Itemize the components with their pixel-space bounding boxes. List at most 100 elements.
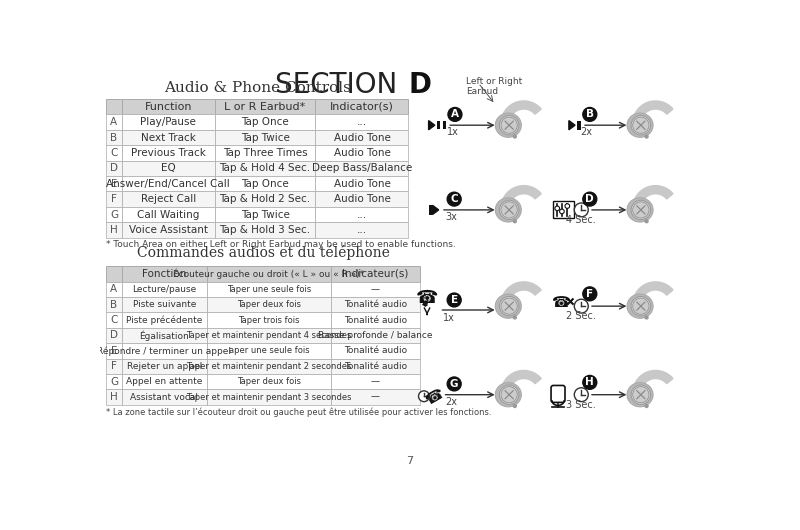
Text: Tap & Hold 4 Sec.: Tap & Hold 4 Sec. <box>219 163 310 173</box>
Text: 3 Sec.: 3 Sec. <box>566 400 596 410</box>
Circle shape <box>501 386 518 403</box>
Bar <box>122 328 207 343</box>
Text: —: — <box>371 285 380 294</box>
Bar <box>331 374 420 390</box>
Text: H: H <box>110 392 118 402</box>
Text: Lecture/pause: Lecture/pause <box>132 285 197 294</box>
Bar <box>331 312 420 328</box>
Bar <box>106 191 122 207</box>
Bar <box>214 222 315 237</box>
Text: Tap & Hold 2 Sec.: Tap & Hold 2 Sec. <box>219 194 310 204</box>
Text: Égalisation: Égalisation <box>139 330 189 341</box>
Bar <box>207 358 331 374</box>
Bar <box>315 207 409 222</box>
Text: Call Waiting: Call Waiting <box>137 209 199 219</box>
Bar <box>122 222 214 237</box>
Text: Voice Assistant: Voice Assistant <box>129 225 208 235</box>
Bar <box>214 161 315 176</box>
Text: Tonalité audio: Tonalité audio <box>344 300 407 309</box>
Bar <box>106 297 122 312</box>
Ellipse shape <box>627 113 653 137</box>
Text: D: D <box>110 163 118 173</box>
Bar <box>122 99 214 114</box>
Bar <box>578 121 581 130</box>
Text: E: E <box>110 346 118 356</box>
Bar <box>122 207 214 222</box>
Text: Audio & Phone Controls: Audio & Phone Controls <box>164 81 350 95</box>
Bar <box>106 358 122 374</box>
Circle shape <box>633 117 649 133</box>
Bar <box>122 297 207 312</box>
Circle shape <box>499 116 519 135</box>
Text: Taper et maintenir pendant 2 secondes: Taper et maintenir pendant 2 secondes <box>186 361 352 370</box>
Bar <box>122 191 214 207</box>
Text: Taper et maintenir pendant 4 secondes: Taper et maintenir pendant 4 secondes <box>186 331 352 340</box>
Bar <box>207 312 331 328</box>
Text: ...: ... <box>357 209 367 219</box>
Text: B: B <box>110 132 118 143</box>
Circle shape <box>514 135 516 138</box>
Text: —: — <box>371 377 380 386</box>
Bar <box>315 145 409 161</box>
Circle shape <box>583 287 597 301</box>
Text: * La zone tactile sur l’écouteur droit ou gauche peut être utilisée pour activer: * La zone tactile sur l’écouteur droit o… <box>106 407 492 417</box>
Bar <box>106 390 122 405</box>
Circle shape <box>583 375 597 390</box>
Circle shape <box>448 108 462 121</box>
FancyBboxPatch shape <box>551 385 565 402</box>
Text: Answer/End/Cancel Call: Answer/End/Cancel Call <box>106 179 230 189</box>
Text: ...: ... <box>357 117 367 127</box>
Bar <box>106 130 122 145</box>
Text: G: G <box>110 377 118 386</box>
Text: L or R Earbud*: L or R Earbud* <box>225 102 306 112</box>
Text: aper une seule fois: aper une seule fois <box>229 346 310 355</box>
Text: D: D <box>586 194 594 204</box>
Circle shape <box>418 391 430 402</box>
Ellipse shape <box>627 294 653 319</box>
Circle shape <box>499 200 519 219</box>
Text: B: B <box>110 299 118 310</box>
Bar <box>122 374 207 390</box>
Text: 2 Sec.: 2 Sec. <box>566 311 596 321</box>
Text: Audio Tone: Audio Tone <box>334 179 390 189</box>
Bar <box>122 281 207 297</box>
Text: Tap Three Times: Tap Three Times <box>222 148 307 158</box>
Circle shape <box>447 377 461 391</box>
Text: 1x: 1x <box>443 313 454 323</box>
Bar <box>214 191 315 207</box>
Bar <box>106 176 122 191</box>
Bar <box>315 191 409 207</box>
Text: —: — <box>371 393 380 402</box>
Circle shape <box>574 388 588 402</box>
Circle shape <box>631 200 650 219</box>
Circle shape <box>645 404 648 408</box>
Text: Indicateur(s): Indicateur(s) <box>342 269 409 279</box>
Bar <box>331 297 420 312</box>
Text: Previous Track: Previous Track <box>130 148 206 158</box>
Polygon shape <box>633 282 673 312</box>
Text: E: E <box>110 179 118 189</box>
Text: H: H <box>586 377 594 387</box>
Text: A: A <box>110 284 118 294</box>
Bar <box>207 328 331 343</box>
Circle shape <box>645 135 648 138</box>
Text: Next Track: Next Track <box>141 132 196 143</box>
Bar <box>207 281 331 297</box>
Text: C: C <box>110 148 118 158</box>
Bar <box>122 114 214 130</box>
Text: Piste suivante: Piste suivante <box>133 300 196 309</box>
Text: Taper trois fois: Taper trois fois <box>238 315 300 324</box>
Text: D: D <box>409 72 431 99</box>
Text: Tap & Hold 3 Sec.: Tap & Hold 3 Sec. <box>219 225 310 235</box>
Bar <box>315 114 409 130</box>
Circle shape <box>631 296 650 316</box>
Text: ☎: ☎ <box>552 295 570 310</box>
Text: Tap Twice: Tap Twice <box>241 132 290 143</box>
Text: Basse profonde / balance: Basse profonde / balance <box>318 331 433 340</box>
Ellipse shape <box>495 294 522 319</box>
Text: Taper deux fois: Taper deux fois <box>237 300 301 309</box>
Circle shape <box>501 298 518 314</box>
Text: Left or Right
Earbud: Left or Right Earbud <box>466 77 522 96</box>
Bar <box>429 205 432 215</box>
Polygon shape <box>501 186 542 216</box>
